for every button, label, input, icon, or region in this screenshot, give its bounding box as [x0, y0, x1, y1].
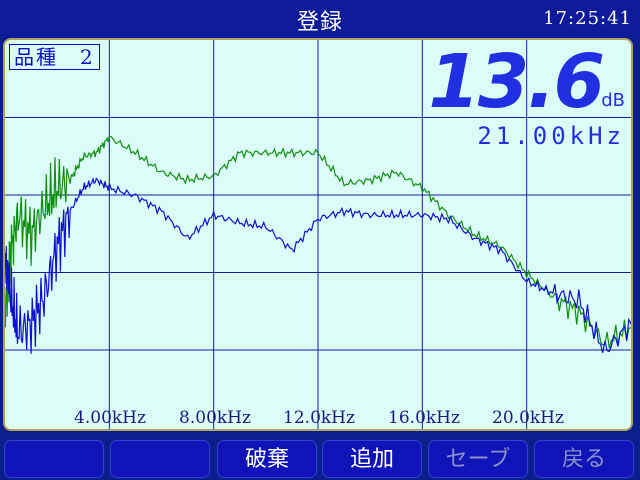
x-tick-label: 8.00kHz [179, 408, 251, 428]
back-button[interactable]: 戻る [534, 440, 634, 478]
add-button[interactable]: 追加 [322, 440, 422, 478]
title-bar: 登録 17:25:41 [0, 0, 640, 38]
softkey-1[interactable] [4, 440, 104, 478]
screen-title: 登録 [296, 10, 343, 35]
softkey-bar: 破棄 追加 セーブ 戻る [0, 436, 640, 480]
product-label: 品種 2 [9, 44, 100, 70]
x-tick-label: 4.00kHz [74, 408, 146, 428]
level-value: 13.6 [428, 39, 605, 125]
spectrum-series-line [5, 176, 631, 354]
x-tick-label: 12.0kHz [283, 408, 355, 428]
spectrum-series-line [5, 135, 631, 349]
level-unit: dB [601, 90, 625, 111]
x-tick-label: 16.0kHz [388, 408, 460, 428]
clock: 17:25:41 [543, 8, 632, 29]
spectrum-panel: 品種 2 13.6 dB 21.00kHz 4.00kHz 8.00kHz 12… [3, 38, 633, 431]
frequency-readout: 21.00kHz [477, 122, 625, 150]
discard-button[interactable]: 破棄 [217, 440, 317, 478]
spectrum-chart [5, 40, 631, 429]
x-tick-label: 20.0kHz [492, 408, 564, 428]
softkey-2[interactable] [110, 440, 210, 478]
save-button[interactable]: セーブ [428, 440, 528, 478]
